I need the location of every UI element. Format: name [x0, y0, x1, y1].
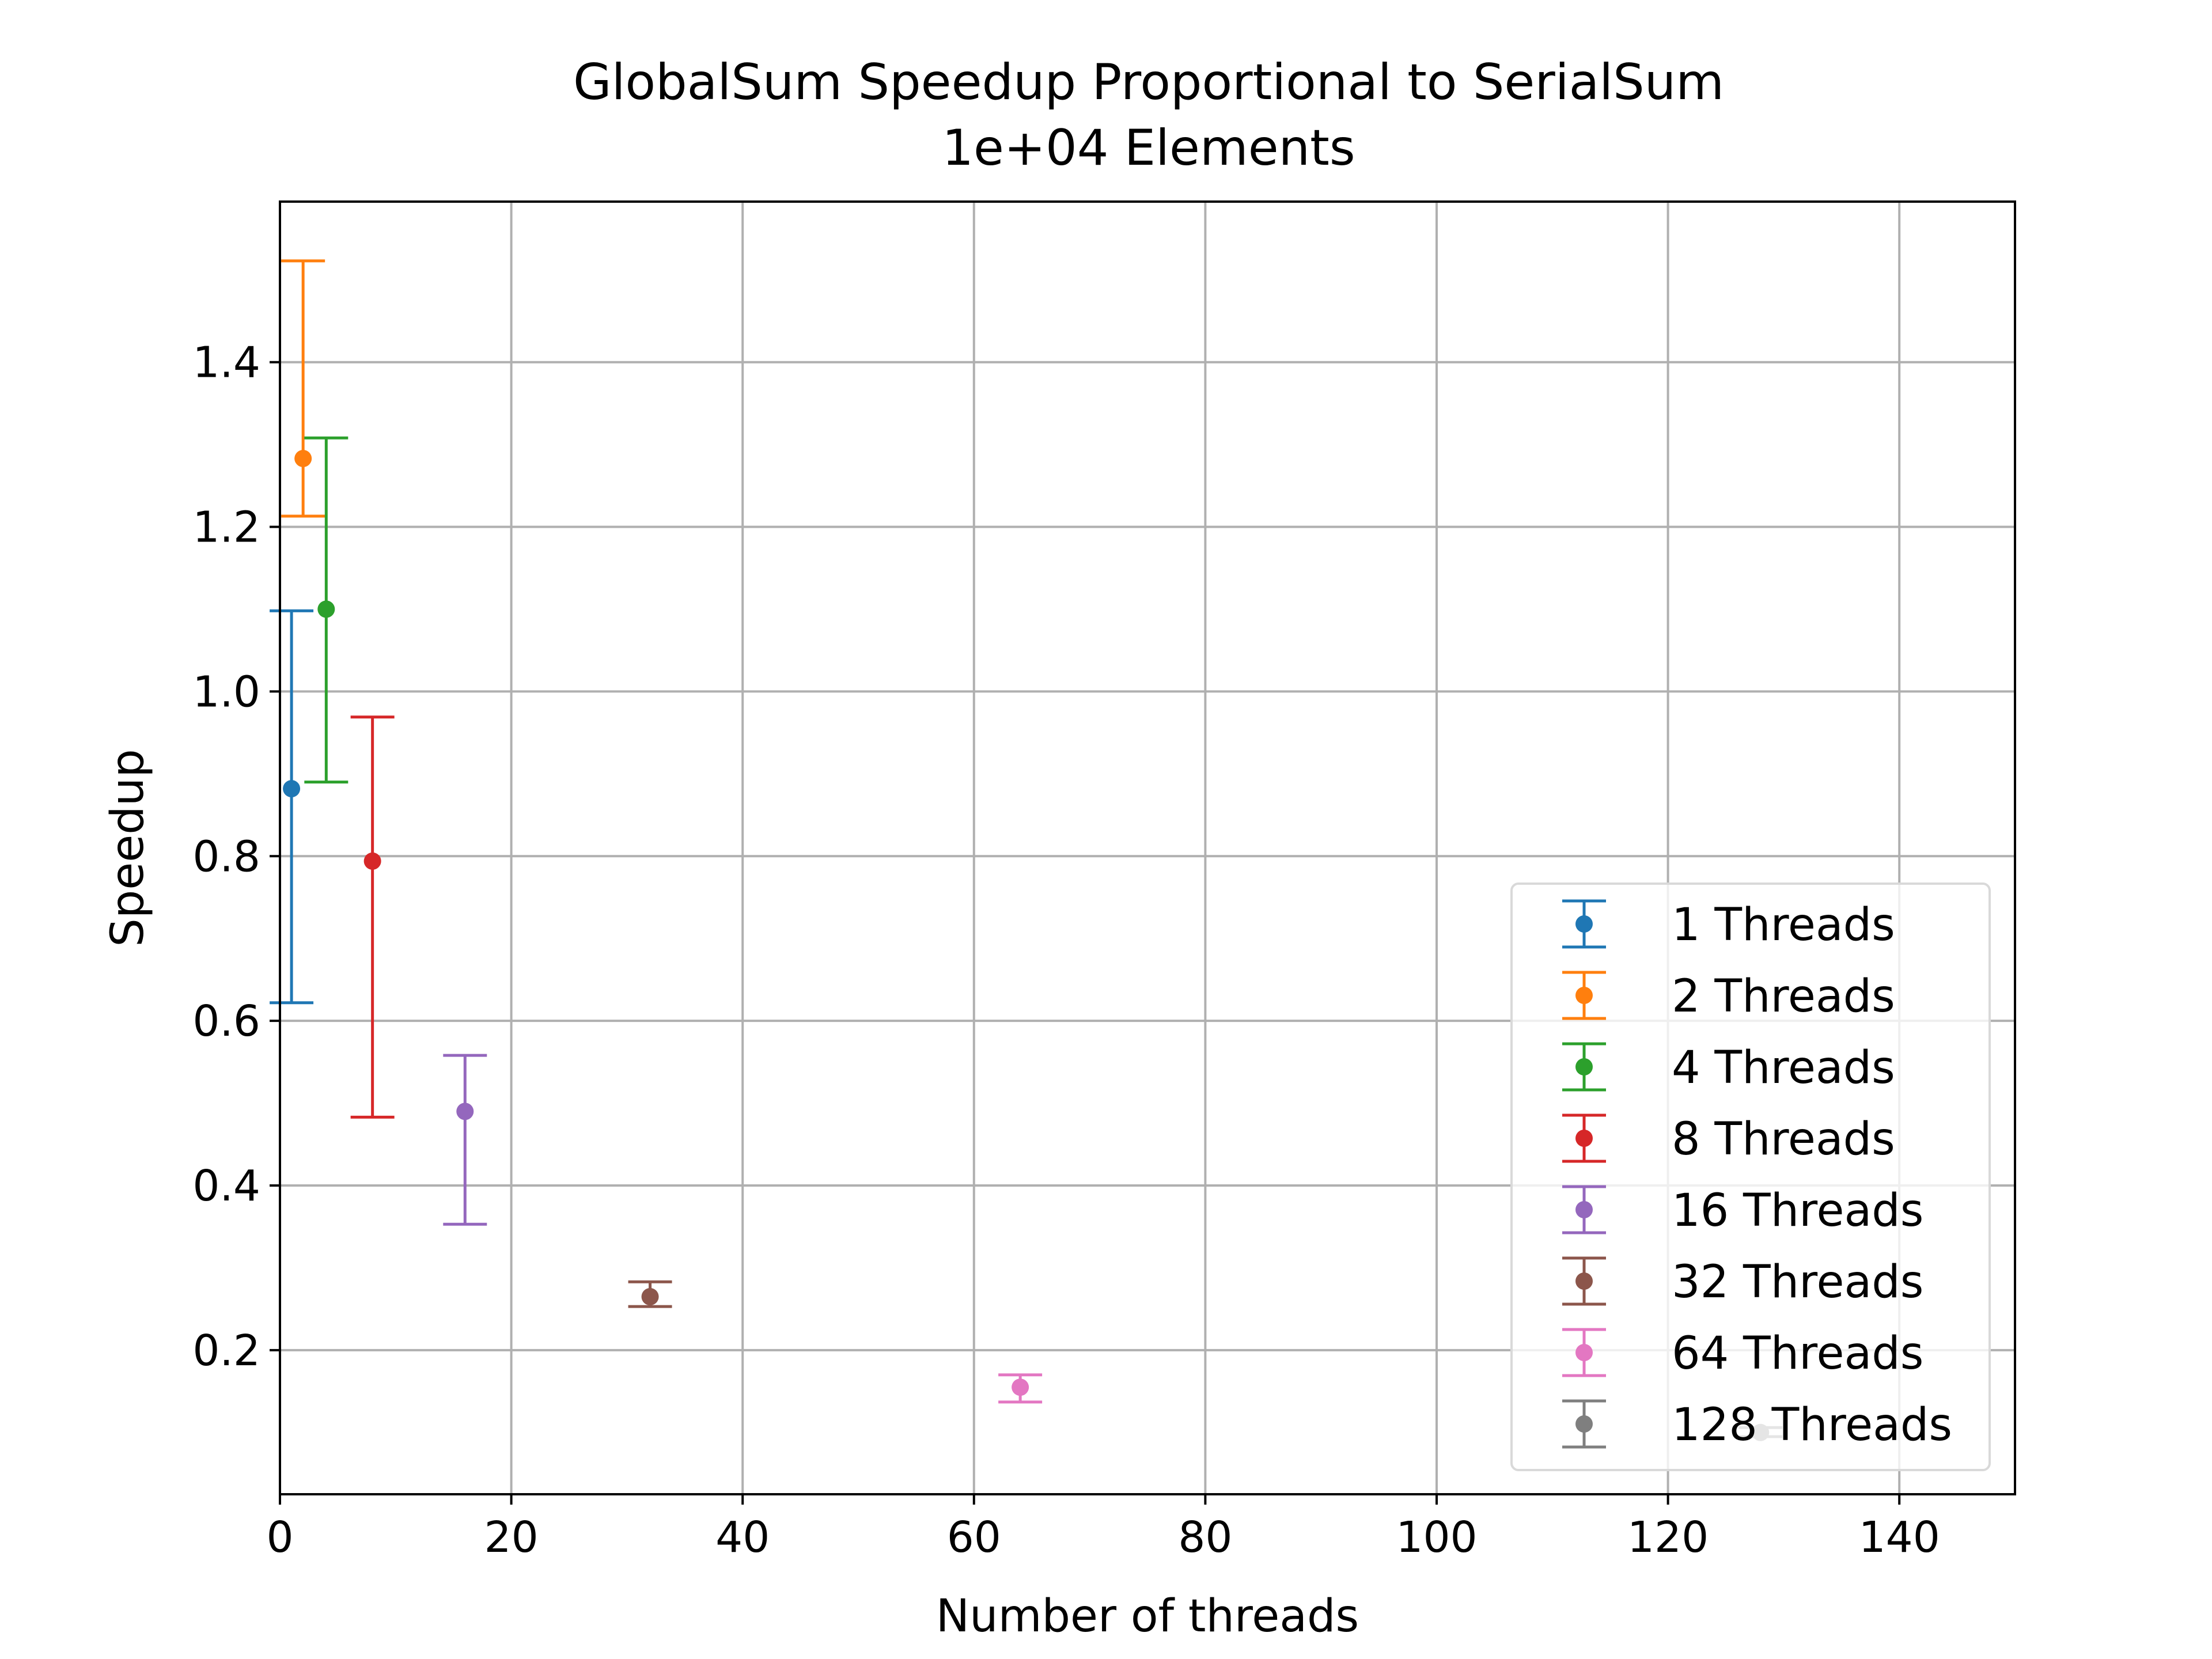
legend-label: 1 Threads [1672, 899, 1895, 951]
y-axis-label: Speedup [102, 749, 154, 946]
x-axis-label: Number of threads [936, 1590, 1359, 1642]
legend-entry: 4 Threads [1562, 1042, 1895, 1094]
legend-label: 2 Threads [1672, 971, 1895, 1022]
legend-marker [1575, 1415, 1593, 1433]
legend: 1 Threads 2 Threads 4 Threads 8 Threads 16 T… [1510, 882, 1991, 1471]
legend-entry: 2 Threads [1562, 971, 1895, 1022]
legend-marker [1575, 1058, 1593, 1075]
legend-entry: 16 Threads [1562, 1185, 1923, 1237]
x-tick-label: 60 [947, 1513, 1001, 1562]
legend-marker [1575, 1272, 1593, 1290]
legend-entries: 1 Threads 2 Threads 4 Threads 8 Threads 16 T… [1562, 899, 1952, 1451]
x-tick-label: 100 [1396, 1513, 1477, 1562]
x-tick-label: 120 [1627, 1513, 1709, 1562]
legend-entry: 1 Threads [1562, 899, 1895, 951]
legend-label: 8 Threads [1672, 1113, 1895, 1165]
legend-box [1510, 882, 1991, 1471]
legend-label: 32 Threads [1672, 1256, 1923, 1308]
x-tick-label: 0 [266, 1513, 293, 1562]
series-errorbar [304, 436, 349, 784]
y-tick-label: 1.2 [192, 503, 260, 552]
series-errorbar [281, 259, 325, 518]
x-tick-label: 20 [484, 1513, 539, 1562]
legend-marker [1575, 915, 1593, 933]
series-errorbar [350, 715, 395, 1119]
legend-entry: 8 Threads [1562, 1113, 1895, 1165]
y-tick-label: 0.2 [192, 1326, 260, 1376]
series-errorbar [443, 1054, 487, 1226]
series-errorbar [628, 1280, 672, 1308]
chart-title: GlobalSum Speedup Proportional to Serial… [573, 54, 1724, 111]
legend-marker [1575, 1344, 1593, 1361]
x-tick-label: 140 [1859, 1513, 1940, 1562]
y-tick-label: 0.4 [192, 1161, 260, 1211]
data-point [1012, 1378, 1029, 1396]
legend-label: 64 Threads [1672, 1328, 1923, 1380]
legend-label: 4 Threads [1672, 1042, 1895, 1094]
data-point [363, 852, 381, 870]
series-errorbar [998, 1373, 1043, 1404]
plot-frame [279, 200, 2016, 1495]
series-layer [270, 259, 1783, 1441]
y-tick-label: 0.8 [192, 832, 260, 881]
legend-marker [1575, 1201, 1593, 1218]
data-point [317, 600, 335, 618]
legend-label: 16 Threads [1672, 1185, 1923, 1237]
y-tick-label: 1.0 [192, 667, 260, 717]
y-tick-label: 0.6 [192, 997, 260, 1046]
legend-entry: 128 Threads [1562, 1399, 1952, 1451]
y-tick-label: 1.4 [192, 338, 260, 388]
data-point [283, 780, 301, 798]
series-errorbar [270, 609, 314, 1005]
data-point [641, 1287, 659, 1305]
legend-marker [1575, 987, 1593, 1004]
x-tick-label: 40 [715, 1513, 770, 1562]
x-tick-label: 80 [1178, 1513, 1232, 1562]
chart-subtitle: 1e+04 Elements [942, 119, 1355, 177]
legend-entry: 32 Threads [1562, 1256, 1923, 1308]
data-point [294, 449, 312, 467]
legend-marker [1575, 1130, 1593, 1147]
legend-entry: 64 Threads [1562, 1328, 1923, 1380]
y-axis-ticks: 0.2 0.4 0.6 0.8 1.0 1.2 1.4 [192, 338, 280, 1376]
x-axis-ticks: 0 20 40 60 80 100 120 140 [266, 1494, 1940, 1562]
data-point [456, 1103, 474, 1120]
legend-label: 128 Threads [1672, 1399, 1952, 1451]
